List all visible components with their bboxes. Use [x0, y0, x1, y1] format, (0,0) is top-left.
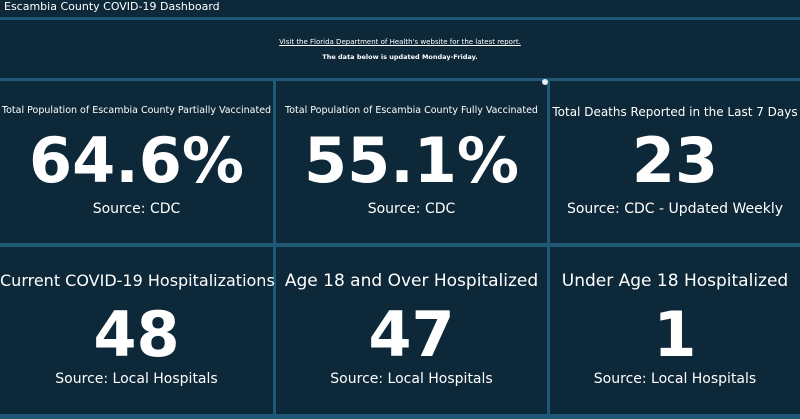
tile-title: Total Population of Escambia County Full… — [285, 105, 538, 116]
tile-value: 48 — [93, 298, 180, 371]
tile-source: Source: Local Hospitals — [593, 371, 757, 387]
tile-value: 55.1% — [303, 124, 520, 197]
stat-tile: Total Population of Escambia County Part… — [0, 81, 273, 243]
tile-title: Total Deaths Reported in the Last 7 Days — [552, 105, 798, 119]
update-note: The data below is updated Monday-Friday. — [322, 53, 478, 61]
scroll-handle[interactable] — [542, 79, 548, 85]
tile-title: Total Population of Escambia County Part… — [1, 105, 272, 116]
stat-tile: Age 18 and Over Hospitalized 47 Source: Lo… — [276, 247, 547, 414]
report-link[interactable]: Visit the Florida Department of Health's… — [279, 38, 521, 46]
tile-title: Under Age 18 Hospitalized — [561, 271, 789, 291]
tile-source: Source: Local Hospitals — [330, 371, 493, 387]
tile-source: Source: CDC — [92, 201, 181, 217]
stat-tile: Current COVID-19 Hospitalizations 48 Sourc… — [0, 247, 275, 414]
tile-source: Source: Local Hospitals — [55, 371, 218, 387]
tile-source: Source: CDC — [367, 201, 456, 217]
header-title: Escambia County COVID-19 Dashboard — [0, 0, 800, 17]
tile-value: 64.6% — [28, 124, 245, 197]
stat-tile: Total Population of Escambia County Full… — [276, 81, 547, 243]
tile-value: 1 — [653, 298, 697, 371]
tile-title: Age 18 and Over Hospitalized — [284, 271, 539, 291]
tile-source: Source: CDC - Updated Weekly — [566, 201, 784, 217]
tile-value: 47 — [368, 298, 455, 371]
stat-tile: Total Deaths Reported in the Last 7 Days… — [550, 81, 800, 243]
stat-tile: Under Age 18 Hospitalized 1 Source: Local … — [550, 247, 800, 414]
tile-value: 23 — [631, 124, 719, 197]
tile-title: Current COVID-19 Hospitalizations — [0, 271, 275, 290]
notice-panel: Visit the Florida Department of Health's… — [0, 20, 800, 78]
